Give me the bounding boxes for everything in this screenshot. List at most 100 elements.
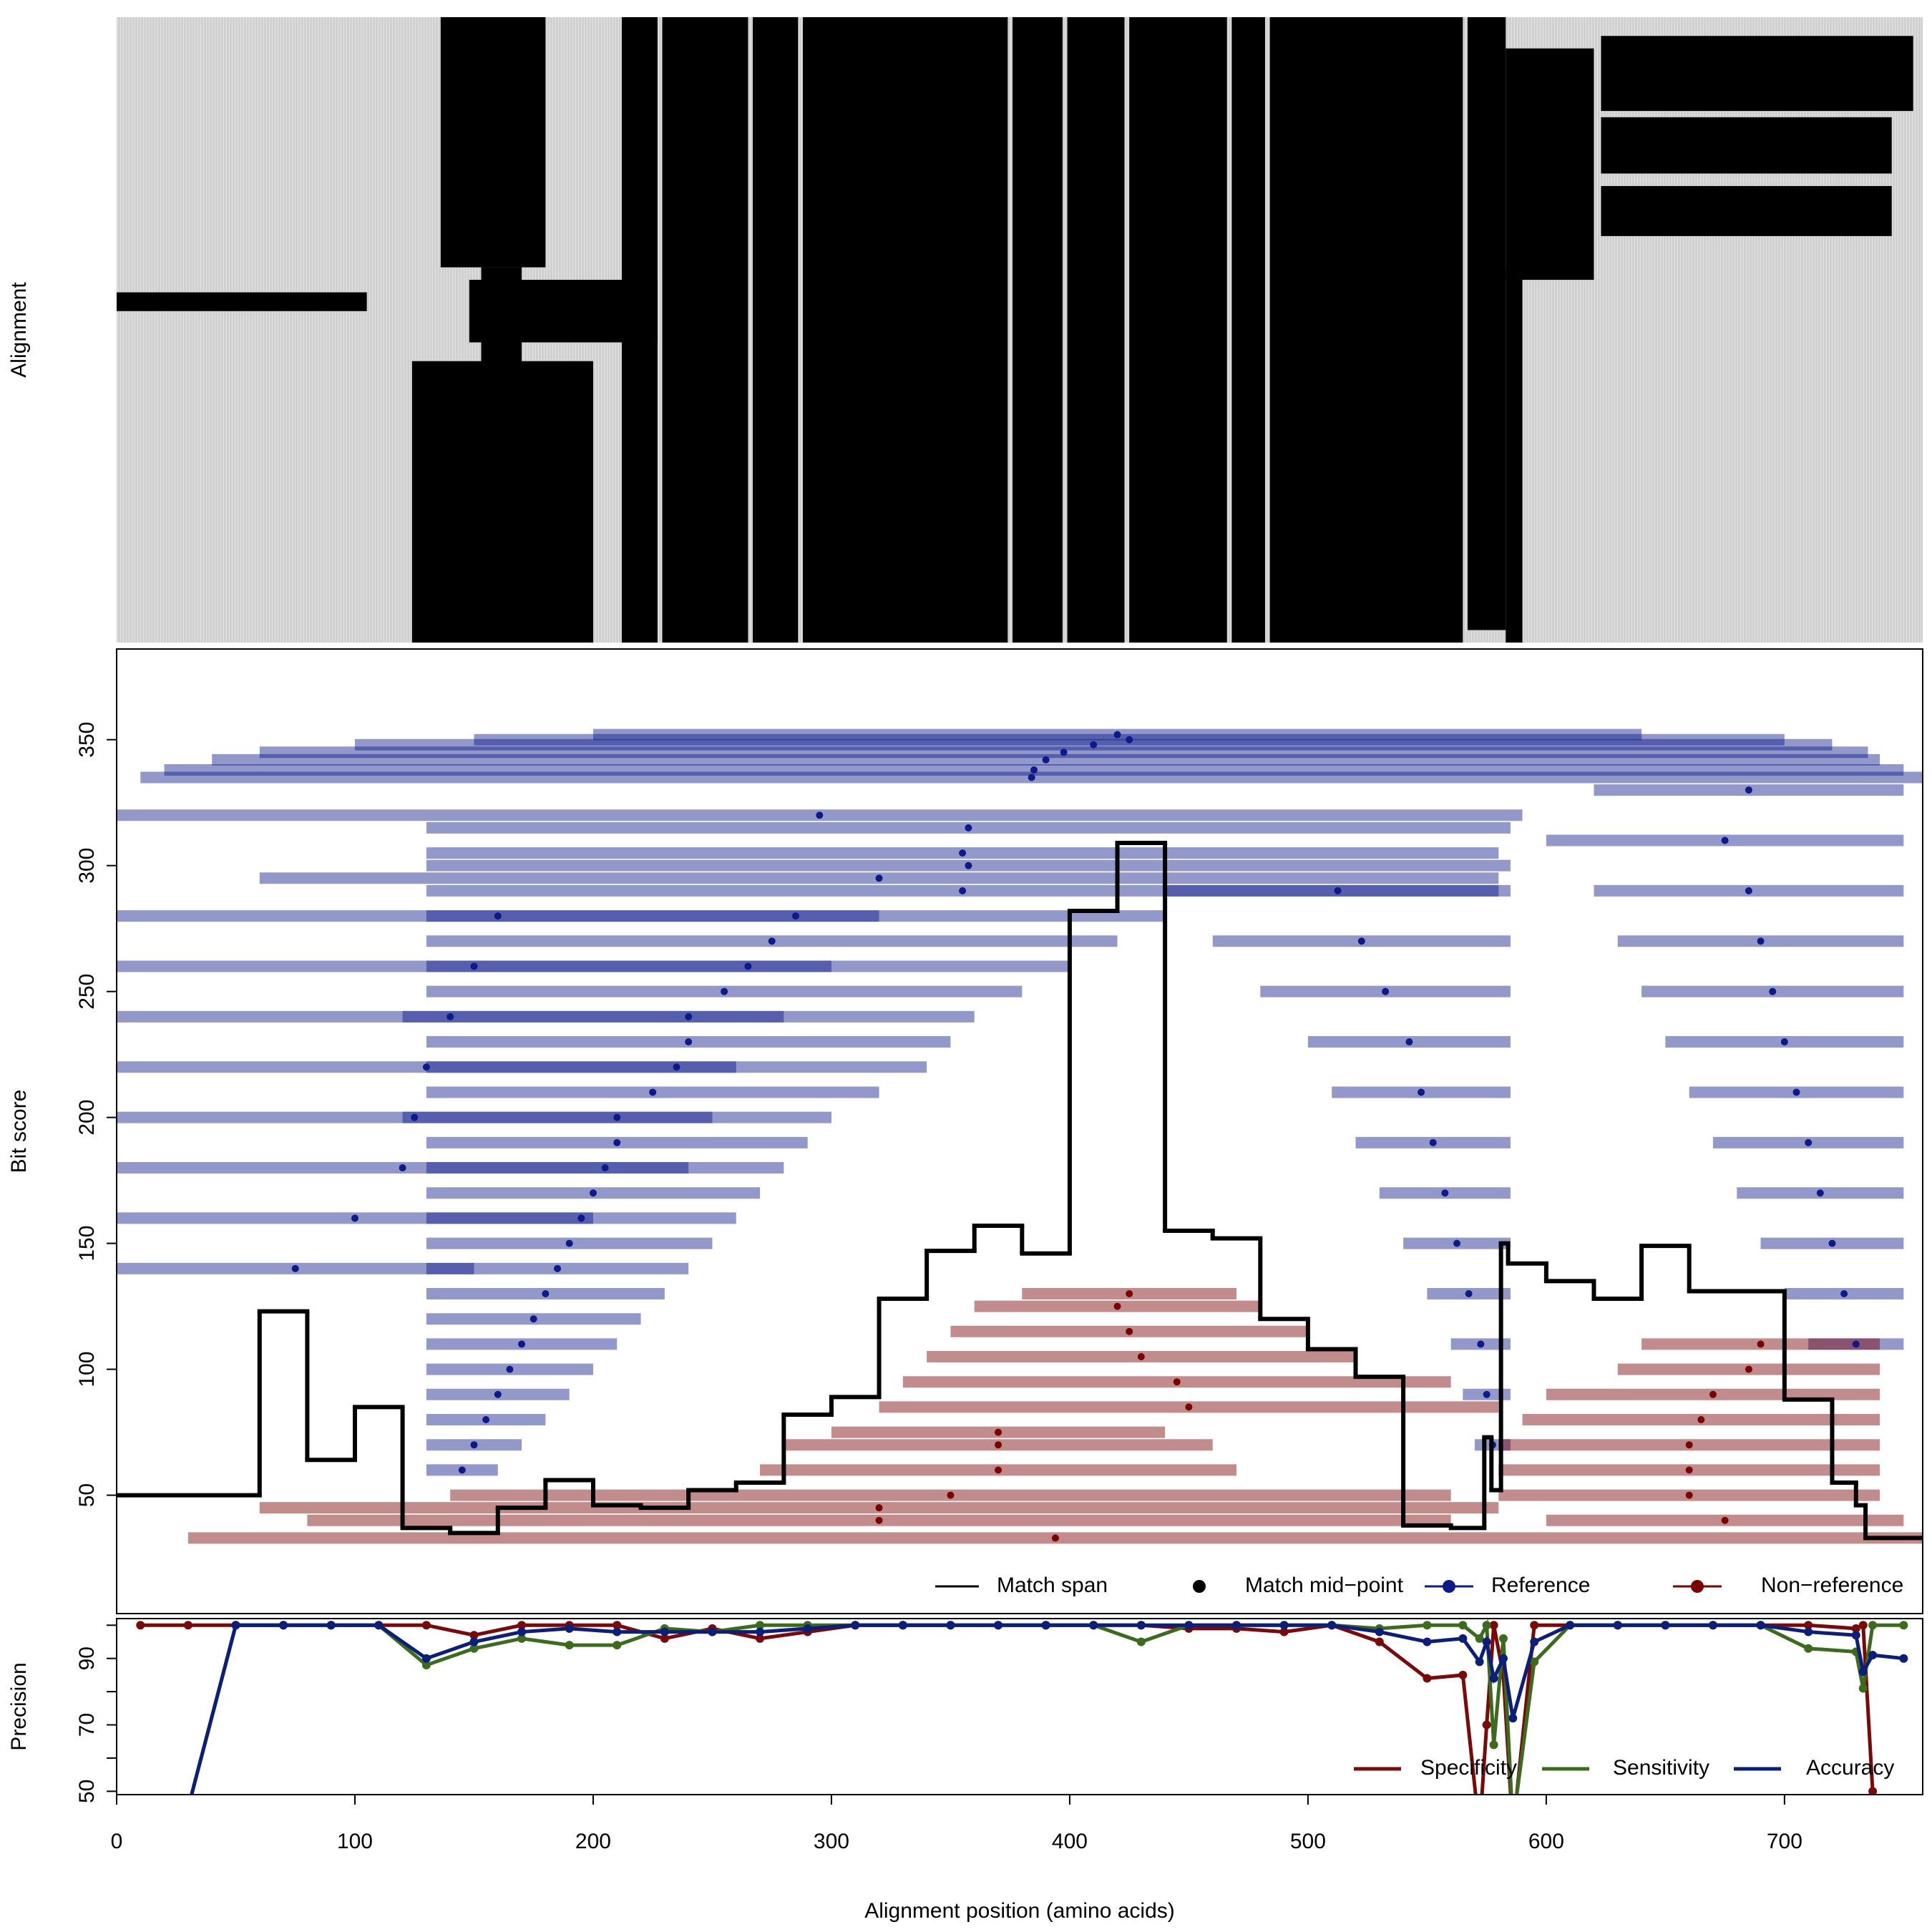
legend-label: Match mid−point [1245,1574,1404,1597]
match-mid-point [399,1164,406,1172]
precision-point [1489,1740,1498,1750]
match-mid-point [1780,1038,1788,1046]
match-mid-point [1745,1365,1752,1373]
precision-point [1530,1621,1539,1630]
precision-point [1482,1621,1491,1630]
legend-label: Sensitivity [1613,1756,1709,1780]
precision-point [1858,1667,1868,1677]
precision-point [1804,1621,1813,1630]
alignment-block [1013,17,1063,643]
alignment-block [1067,17,1125,643]
match-mid-point [1852,1340,1860,1348]
precision-point [1279,1627,1289,1636]
match-mid-point [1357,937,1365,945]
precision-point [469,1631,479,1640]
precision-point [660,1634,669,1643]
y-tick-label: 350 [75,722,99,758]
x-tick-label: 100 [337,1830,373,1853]
match-mid-point [351,1214,358,1222]
match-mid-point [1685,1466,1693,1474]
precision-point [1868,1621,1878,1630]
match-mid-point [291,1264,299,1272]
match-mid-point [875,1504,883,1512]
match-mid-point [1745,786,1752,794]
y-tick-label: 100 [75,1352,99,1387]
precision-point [994,1621,1003,1630]
precision-point [421,1654,431,1663]
match-mid-point [494,1390,502,1398]
precision-point [1232,1621,1241,1630]
precision-point [708,1627,717,1636]
precision-point [517,1627,527,1636]
match-mid-point [1757,937,1765,945]
precision-point [1804,1627,1813,1636]
match-mid-point [470,1441,478,1449]
precision-point [1868,1787,1878,1795]
precision-line [140,1622,1875,1795]
precision-point [1423,1621,1432,1630]
match-mid-point [518,1340,526,1348]
match-mid-point [875,1516,883,1524]
precision-point [231,1621,240,1630]
precision-point [1566,1621,1575,1630]
match-mid-point [1697,1415,1705,1423]
legend-label: Match span [997,1574,1108,1597]
match-mid-point [554,1264,562,1272]
match-mid-point [1113,1302,1121,1310]
match-mid-point [1441,1189,1449,1197]
legend-label: Specificity [1420,1756,1517,1780]
precision-point [1851,1631,1860,1640]
match-mid-point [1334,887,1342,894]
x-tick-label: 200 [575,1830,611,1853]
match-mid-point [1405,1038,1413,1046]
match-mid-point [1382,987,1390,995]
y-axis-label: Alignment [7,282,31,378]
precision-point [660,1627,669,1636]
alignment-block [440,17,546,268]
match-mid-point [965,862,972,869]
match-mid-point [542,1290,550,1298]
precision-point [374,1621,384,1630]
precision-point [1858,1684,1868,1693]
match-mid-point [1477,1340,1485,1348]
precision-point [326,1621,336,1630]
match-mid-point [530,1315,537,1323]
match-mid-point [422,1063,430,1071]
precision-point [1184,1621,1194,1630]
panel-frame [116,648,1923,1614]
precision-point [1327,1621,1337,1630]
match-mid-point [458,1466,466,1474]
match-mid-point [1137,1353,1145,1361]
precision-point [1899,1621,1908,1630]
y-tick-label: 90 [75,1646,99,1670]
precision-point [517,1634,527,1643]
precision-point [1423,1674,1432,1683]
match-mid-point [613,1113,621,1121]
match-mid-point [482,1415,490,1423]
alignment-block [802,17,1008,643]
y-tick-label: 70 [75,1713,99,1737]
precision-point [1279,1621,1289,1630]
alignment-panel [117,17,1913,643]
precision-point [1136,1621,1146,1630]
alignment-block [753,17,799,643]
precision-point [1375,1637,1384,1646]
precision-point [613,1621,622,1630]
match-mid-point [1483,1390,1491,1398]
legend-label: Accuracy [1806,1756,1894,1780]
match-mid-point [875,874,883,882]
match-mid-point [1721,836,1729,844]
precision-point [1482,1720,1491,1729]
alignment-block [1601,117,1892,174]
match-mid-point [1721,1516,1729,1524]
match-mid-point [1060,748,1068,756]
match-mid-point [1745,887,1752,894]
precision-point [1041,1621,1050,1630]
precision-point [279,1621,288,1630]
precision-point [1530,1637,1539,1646]
match-mid-point [959,849,967,857]
match-mid-point [1828,1239,1836,1247]
x-tick-label: 400 [1052,1830,1088,1853]
precision-point [1530,1657,1539,1667]
